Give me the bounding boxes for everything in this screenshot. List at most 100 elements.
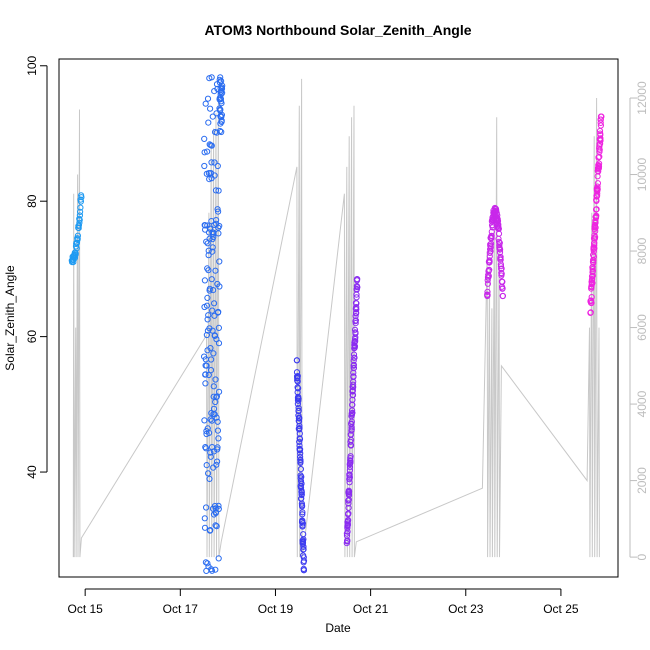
- y-tick-label: 80: [25, 194, 39, 208]
- data-point: [595, 163, 603, 170]
- data-point: [214, 162, 221, 170]
- data-point: [592, 224, 599, 231]
- data-point: [207, 105, 214, 112]
- data-point: [212, 187, 220, 194]
- data-point: [300, 536, 307, 543]
- data-point: [344, 537, 351, 544]
- data-point: [202, 371, 209, 378]
- x-tick-label: Oct 25: [543, 602, 579, 616]
- data-point: [596, 160, 603, 167]
- data-point: [597, 135, 604, 142]
- data-point: [203, 331, 210, 339]
- data-point: [589, 276, 596, 283]
- data-point: [212, 566, 219, 573]
- data-point: [495, 230, 503, 237]
- data-point: [588, 299, 595, 307]
- data-point: [205, 371, 212, 379]
- data-point: [299, 511, 306, 518]
- data-point: [211, 300, 218, 307]
- data-point: [213, 414, 220, 421]
- data-point: [346, 488, 353, 495]
- data-point: [77, 208, 84, 215]
- data-point: [352, 317, 359, 324]
- x-tick-label: Oct 21: [353, 602, 389, 616]
- data-point: [351, 326, 359, 333]
- data-point: [214, 418, 221, 425]
- data-point: [588, 294, 595, 301]
- data-point: [204, 294, 211, 301]
- data-point: [215, 230, 222, 237]
- y2-tick-label: 0: [635, 553, 649, 560]
- data-point: [73, 239, 81, 246]
- data-point: [295, 404, 302, 411]
- data-point: [594, 186, 601, 193]
- data-point: [216, 283, 223, 290]
- data-point: [208, 142, 215, 149]
- data-point: [218, 85, 226, 92]
- altitude-layer: [72, 78, 600, 558]
- data-point: [296, 438, 303, 445]
- data-point: [299, 509, 306, 516]
- data-point: [497, 246, 504, 253]
- x-tick-label: Oct 23: [448, 602, 484, 616]
- data-point: [597, 116, 604, 123]
- data-point: [206, 475, 213, 482]
- data-point: [487, 248, 494, 255]
- data-point: [496, 242, 503, 249]
- data-point: [212, 267, 219, 274]
- data-point: [299, 503, 306, 510]
- data-point: [218, 111, 225, 119]
- plot-frame: [58, 58, 619, 578]
- data-point: [487, 244, 494, 251]
- data-point: [591, 242, 598, 249]
- data-point: [208, 417, 215, 424]
- data-point: [216, 222, 223, 230]
- data-point: [213, 523, 220, 530]
- data-point: [207, 453, 214, 460]
- data-point: [344, 528, 351, 535]
- data-point: [350, 373, 357, 380]
- data-point: [351, 354, 358, 361]
- data-point: [589, 267, 597, 275]
- data-point: [213, 217, 220, 224]
- data-point: [201, 515, 208, 522]
- data-point: [208, 567, 216, 574]
- data-point: [215, 505, 222, 513]
- data-point: [497, 253, 504, 261]
- data-point: [591, 245, 598, 252]
- data-point: [300, 554, 307, 561]
- data-point: [205, 312, 212, 319]
- data-point: [211, 411, 218, 418]
- data-point: [211, 312, 218, 319]
- data-point: [497, 256, 504, 263]
- data-point: [300, 543, 307, 550]
- data-point: [203, 504, 210, 511]
- data-point: [353, 306, 360, 313]
- data-point: [350, 357, 357, 364]
- data-point: [294, 375, 301, 382]
- data-point: [201, 135, 208, 142]
- data-point: [206, 285, 213, 292]
- data-point: [215, 502, 222, 509]
- data-point: [297, 450, 304, 457]
- data-point: [488, 228, 495, 235]
- data-point: [208, 276, 215, 283]
- data-point: [354, 284, 361, 291]
- data-point: [597, 122, 605, 129]
- data-point: [348, 426, 355, 433]
- data-point: [495, 221, 502, 228]
- data-point: [587, 309, 594, 316]
- data-point: [350, 381, 357, 388]
- data-point: [349, 409, 356, 416]
- data-point: [215, 340, 223, 347]
- data-point: [218, 117, 225, 124]
- data-point: [299, 520, 306, 527]
- data-point: [211, 502, 219, 510]
- data-point: [488, 232, 495, 239]
- data-point: [211, 159, 218, 166]
- data-point: [209, 248, 216, 255]
- data-point: [484, 292, 491, 299]
- data-point: [345, 492, 353, 499]
- data-point: [592, 228, 599, 235]
